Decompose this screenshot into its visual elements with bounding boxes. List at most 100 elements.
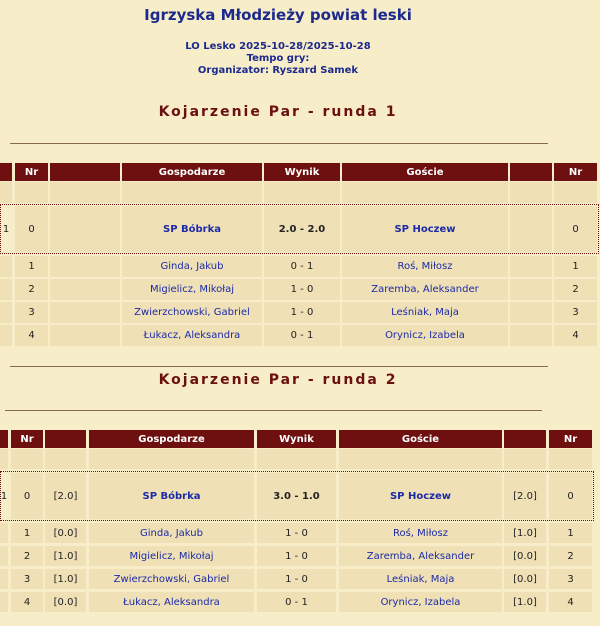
table-cell (0, 523, 8, 543)
table-cell (510, 182, 552, 203)
table-cell: 2.0 - 2.0 (264, 206, 340, 252)
table-cell: 3 (15, 302, 48, 323)
table-cell: 3 (554, 302, 597, 323)
table-cell (11, 449, 43, 469)
table-cell: [0.0] (45, 592, 86, 612)
table-cell: 3 (11, 569, 43, 589)
table-cell: [2.0] (504, 473, 546, 519)
header-cell: Wynik (257, 430, 336, 448)
table-cell: 1 - 0 (257, 546, 336, 566)
table-cell: 1 - 0 (264, 302, 340, 323)
table-cell (0, 325, 12, 346)
table-cell: Zwierzchowski, Gabriel (122, 302, 262, 323)
table-cell: Łukacz, Aleksandra (122, 325, 262, 346)
header-cell (0, 430, 8, 448)
table-cell (0, 256, 12, 277)
header-cell: Gospodarze (89, 430, 254, 448)
table-cell: Ginda, Jakub (89, 523, 254, 543)
info-line: Organizator: Ryszard Samek (197, 65, 359, 76)
table-cell (510, 302, 552, 323)
table-cell (50, 206, 120, 252)
table-cell: Roś, Miłosz (339, 523, 502, 543)
table-cell (264, 182, 340, 203)
table-cell: 0 (554, 206, 597, 252)
table-cell (0, 569, 8, 589)
table-cell (89, 449, 254, 469)
table-cell: 3 (549, 569, 592, 589)
table-cell (510, 279, 552, 300)
header-cell (50, 163, 120, 181)
table-cell (15, 182, 48, 203)
table-cell (0, 279, 12, 300)
table-cell: [0.0] (504, 546, 546, 566)
header-cell (510, 163, 552, 181)
table-cell: SP Bóbrka (122, 206, 262, 252)
header-cell: Gospodarze (122, 163, 262, 181)
table-cell: Leśniak, Maja (339, 569, 502, 589)
table-cell (510, 256, 552, 277)
header-cell (45, 430, 86, 448)
table-cell: [1.0] (504, 523, 546, 543)
info-line: Tempo gry: (246, 53, 310, 64)
table-cell: [1.0] (45, 546, 86, 566)
table-cell: 1 (554, 256, 597, 277)
table-cell: 0 - 1 (264, 256, 340, 277)
table-cell (50, 256, 120, 277)
table-cell (50, 302, 120, 323)
table-cell: 2 (11, 546, 43, 566)
table-cell: 2 (549, 546, 592, 566)
table-cell: 2 (15, 279, 48, 300)
table-cell: 0 - 1 (264, 325, 340, 346)
table-cell: Zwierzchowski, Gabriel (89, 569, 254, 589)
table-cell (0, 449, 8, 469)
separator (10, 366, 548, 367)
table-cell: SP Hoczew (339, 473, 502, 519)
header-cell (504, 430, 546, 448)
separator (10, 143, 548, 144)
table-cell (0, 302, 12, 323)
separator (5, 410, 542, 411)
table-cell: Łukacz, Aleksandra (89, 592, 254, 612)
table-cell: 1 (11, 523, 43, 543)
table-cell (0, 546, 8, 566)
table-cell: Zaremba, Aleksander (339, 546, 502, 566)
table-cell: SP Bóbrka (89, 473, 254, 519)
table-cell: 4 (11, 592, 43, 612)
title: Igrzyska Młodzieży powiat leski (144, 6, 412, 24)
table-cell: [1.0] (45, 569, 86, 589)
table-cell: 0 (549, 473, 592, 519)
header-cell: Goście (342, 163, 508, 181)
table-cell (50, 279, 120, 300)
table-cell (45, 449, 86, 469)
table-cell (50, 182, 120, 203)
table-cell: Orynicz, Izabela (342, 325, 508, 346)
team-row-border (0, 471, 594, 521)
table-cell (510, 325, 552, 346)
table-cell: 1 (15, 256, 48, 277)
header-cell: Goście (339, 430, 502, 448)
table-cell: 1 - 0 (264, 279, 340, 300)
header-cell: Wynik (264, 163, 340, 181)
table-cell (549, 449, 592, 469)
table-cell: 1 (0, 490, 8, 502)
table-cell (342, 182, 508, 203)
table-cell (0, 182, 12, 203)
table-cell: [1.0] (504, 592, 546, 612)
table-cell: 0 (15, 206, 48, 252)
table-cell: 1 - 0 (257, 569, 336, 589)
table-cell: 1 (549, 523, 592, 543)
table-cell: Migielicz, Mikołaj (122, 279, 262, 300)
header-cell: Nr (549, 430, 592, 448)
table-cell: 4 (15, 325, 48, 346)
header-cell: Nr (11, 430, 43, 448)
round-heading: Kojarzenie Par - runda 2 (158, 372, 398, 388)
table-cell (122, 182, 262, 203)
table-cell: 0 - 1 (257, 592, 336, 612)
table-cell: [0.0] (45, 523, 86, 543)
table-cell: [2.0] (45, 473, 86, 519)
table-cell: Roś, Miłosz (342, 256, 508, 277)
table-cell: 1 - 0 (257, 523, 336, 543)
table-cell (257, 449, 336, 469)
table-cell: Zaremba, Aleksander (342, 279, 508, 300)
